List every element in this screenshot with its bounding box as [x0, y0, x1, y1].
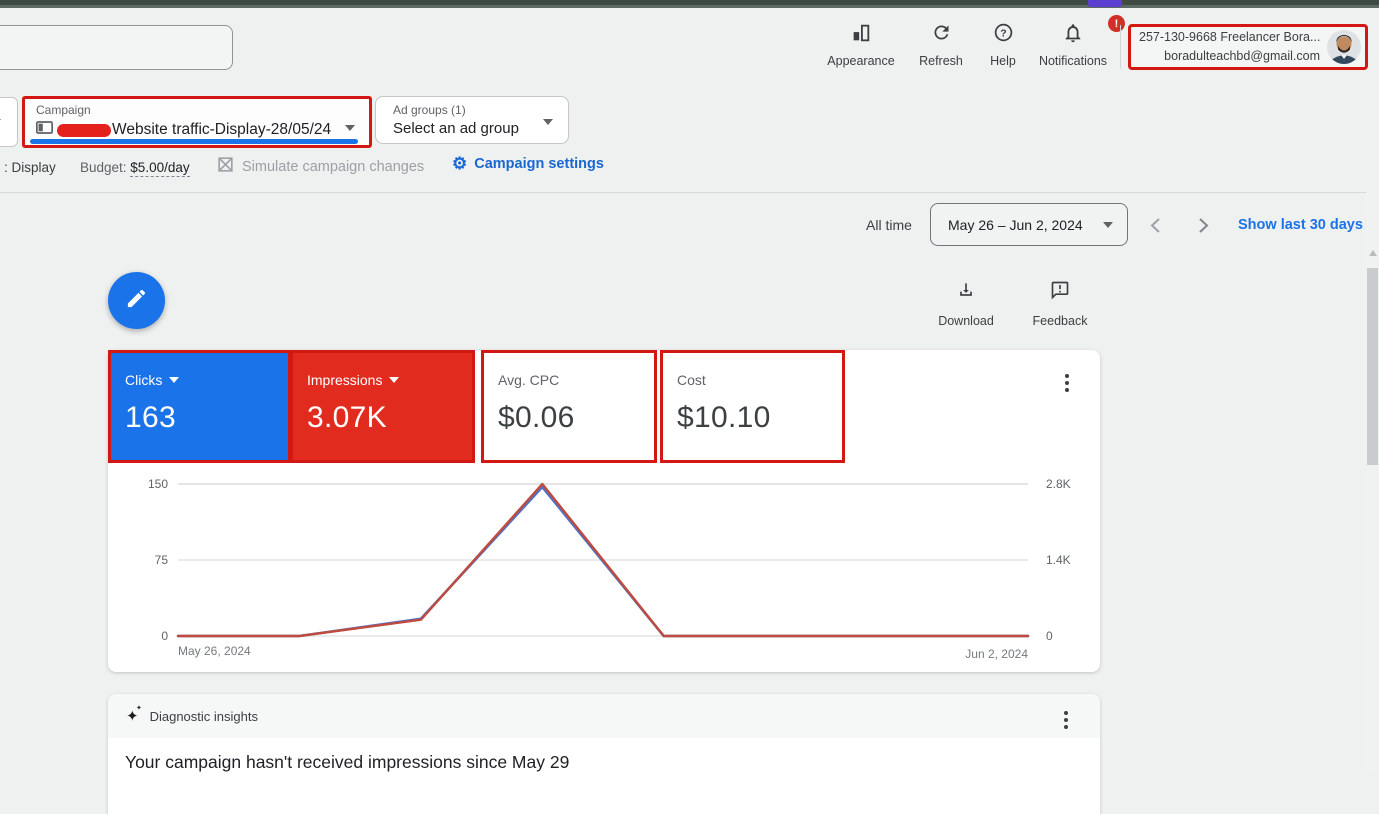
metric-card-avg-cpc[interactable]: Avg. CPC $0.06 [481, 350, 657, 463]
help-button[interactable]: ? Help [978, 22, 1028, 68]
avatar [1327, 30, 1361, 64]
simulate-icon [216, 155, 235, 178]
download-label: Download [938, 314, 994, 328]
feedback-label: Feedback [1032, 314, 1088, 328]
chevron-down-icon [0, 119, 1, 125]
chart-options-menu[interactable] [1061, 370, 1073, 396]
metric-card-impressions[interactable]: Impressions 3.07K [290, 350, 475, 463]
feedback-icon [1050, 280, 1070, 305]
metric-value: $10.10 [677, 401, 771, 434]
appearance-label: Appearance [827, 54, 895, 68]
show-last-30-days-link[interactable]: Show last 30 days [1238, 217, 1363, 233]
metric-value: $0.06 [498, 401, 575, 434]
campaign-selector[interactable]: Campaign Website traffic-Display-28/05/2… [22, 96, 372, 148]
x-axis-start-label: May 26, 2024 [178, 644, 251, 658]
chevron-down-icon [169, 377, 180, 383]
metric-card-cost[interactable]: Cost $10.10 [660, 350, 845, 463]
help-label: Help [990, 54, 1016, 68]
ai-sparkle-icon: ✦ ✦ [126, 704, 142, 725]
account-selector-partial[interactable] [0, 97, 18, 147]
top-window-strip [0, 0, 1379, 8]
redacted-text-blob [57, 123, 111, 137]
scrollbar-up-arrow[interactable] [1369, 250, 1377, 256]
x-axis-end-label: Jun 2, 2024 [965, 647, 1028, 661]
account-email: boradulteachbd@gmail.com [1164, 49, 1320, 63]
scrollbar-thumb[interactable] [1367, 268, 1378, 465]
diagnostics-options-menu[interactable] [1060, 707, 1072, 733]
campaign-selector-label: Campaign [36, 103, 91, 117]
metric-label: Cost [677, 372, 706, 388]
notification-badge: ! [1108, 15, 1125, 32]
chevron-down-icon [1103, 221, 1113, 228]
campaign-settings-label: Campaign settings [474, 155, 604, 172]
ad-groups-label: Ad groups (1) [393, 103, 466, 117]
ad-group-selector[interactable]: Ad groups (1) Select an ad group [375, 96, 569, 144]
diagnostic-insights-card: ✦ ✦ Diagnostic insights Your campaign has… [108, 694, 1100, 814]
extension-tab [1088, 0, 1122, 7]
ad-groups-value: Select an ad group [393, 120, 519, 137]
metric-label: Impressions [307, 372, 383, 388]
search-input[interactable] [0, 25, 233, 70]
next-period-button[interactable] [1191, 213, 1215, 237]
chevron-down-icon [543, 119, 553, 125]
active-indicator [30, 139, 358, 144]
left-axis-tick: 75 [154, 553, 168, 567]
refresh-button[interactable]: Refresh [911, 22, 971, 68]
notifications-button[interactable]: ! Notifications [1031, 15, 1125, 68]
chevron-left-icon [1150, 217, 1160, 233]
left-axis-tick: 150 [147, 477, 168, 491]
metric-card-clicks[interactable]: Clicks 163 [108, 350, 291, 463]
campaign-type-text: : Display [4, 160, 56, 175]
series-impressions [176, 482, 1030, 638]
edit-button[interactable] [108, 272, 165, 329]
right-axis-tick: 1.4K [1046, 553, 1071, 567]
date-preset-label: All time [866, 217, 912, 233]
budget-label: Budget: [80, 160, 131, 175]
campaign-settings-button[interactable]: ⚙ Campaign settings [452, 155, 604, 172]
divider [0, 192, 1379, 193]
download-button[interactable]: Download [930, 280, 1002, 328]
simulate-campaign-button: Simulate campaign changes [216, 155, 424, 178]
budget-text: Budget: $5.00/day [80, 160, 190, 177]
appearance-button[interactable]: Appearance [824, 22, 898, 68]
pencil-icon [125, 287, 148, 315]
right-axis-tick: 0 [1046, 629, 1053, 643]
chevron-down-icon [389, 377, 400, 383]
previous-period-button[interactable] [1143, 213, 1167, 237]
date-range-selector[interactable]: May 26 – Jun 2, 2024 [930, 203, 1128, 246]
campaign-name: Website traffic-Display-28/05/24 [112, 121, 332, 138]
date-range-value: May 26 – Jun 2, 2024 [948, 216, 1083, 233]
download-icon [956, 280, 976, 305]
refresh-label: Refresh [919, 54, 963, 68]
feedback-button[interactable]: Feedback [1020, 280, 1100, 328]
refresh-icon [931, 22, 952, 43]
metric-label: Avg. CPC [498, 372, 560, 388]
help-icon: ? [993, 22, 1014, 43]
appearance-icon [850, 22, 872, 44]
account-menu[interactable]: 257-130-9668 Freelancer Bora... boradult… [1128, 24, 1368, 70]
svg-text:?: ? [1000, 27, 1006, 39]
left-axis-tick: 0 [161, 629, 168, 643]
metric-label: Clicks [125, 372, 163, 388]
chevron-right-icon [1198, 217, 1208, 233]
performance-chart-card: Clicks 163 Impressions 3.07K Avg. CPC $0… [108, 350, 1100, 672]
metric-value: 163 [125, 401, 176, 434]
campaign-icon [36, 120, 53, 140]
chevron-down-icon [345, 125, 355, 131]
notifications-icon: ! [1062, 15, 1125, 44]
metric-value: 3.07K [307, 401, 387, 434]
gear-icon: ⚙ [452, 154, 468, 173]
diagnostic-message: Your campaign hasn't received impression… [125, 752, 570, 772]
line-chart [176, 482, 1030, 638]
simulate-label: Simulate campaign changes [242, 158, 425, 175]
right-axis-tick: 2.8K [1046, 477, 1071, 491]
budget-value[interactable]: $5.00/day [130, 160, 190, 177]
diagnostic-insights-title: Diagnostic insights [149, 708, 258, 724]
header-separator [1120, 25, 1121, 69]
notifications-label: Notifications [1038, 54, 1108, 68]
account-id: 257-130-9668 Freelancer Bora... [1139, 29, 1320, 44]
diagnostic-insights-header: ✦ ✦ Diagnostic insights [108, 694, 1100, 738]
